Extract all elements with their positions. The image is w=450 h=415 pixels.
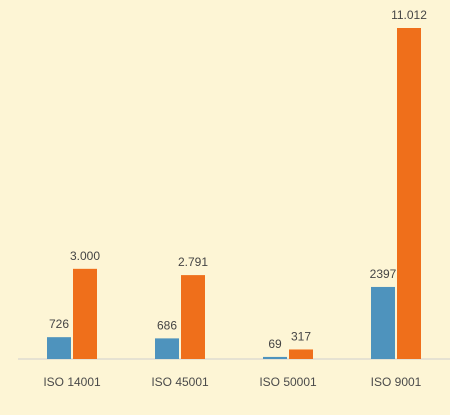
value-label-iso-14001-series-2: 3.000 <box>70 249 100 263</box>
bar-iso-45001-series-2 <box>181 275 205 359</box>
value-label-iso-45001-series-2: 2.791 <box>178 255 208 269</box>
value-label-iso-9001-series-1: 2397 <box>370 267 397 281</box>
bar-iso-14001-series-1 <box>47 337 71 359</box>
bar-iso-50001-series-1 <box>263 356 287 359</box>
category-labels-group: ISO 14001 ISO 45001 ISO 50001 ISO 9001 <box>43 375 421 389</box>
value-label-iso-9001-series-2: 11.012 <box>391 8 427 22</box>
bar-iso-50001-series-2 <box>289 349 313 359</box>
category-label: ISO 50001 <box>259 375 317 389</box>
value-labels-group: 726 3.000 686 2.791 69 317 2397 11.012 <box>49 8 427 351</box>
category-label: ISO 45001 <box>151 375 209 389</box>
bar-iso-14001-series-2 <box>73 268 97 359</box>
value-label-iso-14001-series-1: 726 <box>49 317 69 331</box>
bar-iso-9001-series-1 <box>371 286 395 359</box>
value-label-iso-50001-series-2: 317 <box>291 329 311 343</box>
category-label: ISO 9001 <box>371 375 422 389</box>
bar-iso-9001-series-2 <box>397 28 421 359</box>
bar-iso-45001-series-1 <box>155 338 179 359</box>
bars-group <box>47 28 421 359</box>
category-label: ISO 14001 <box>43 375 101 389</box>
value-label-iso-50001-series-1: 69 <box>268 337 282 351</box>
value-label-iso-45001-series-1: 686 <box>157 318 177 332</box>
